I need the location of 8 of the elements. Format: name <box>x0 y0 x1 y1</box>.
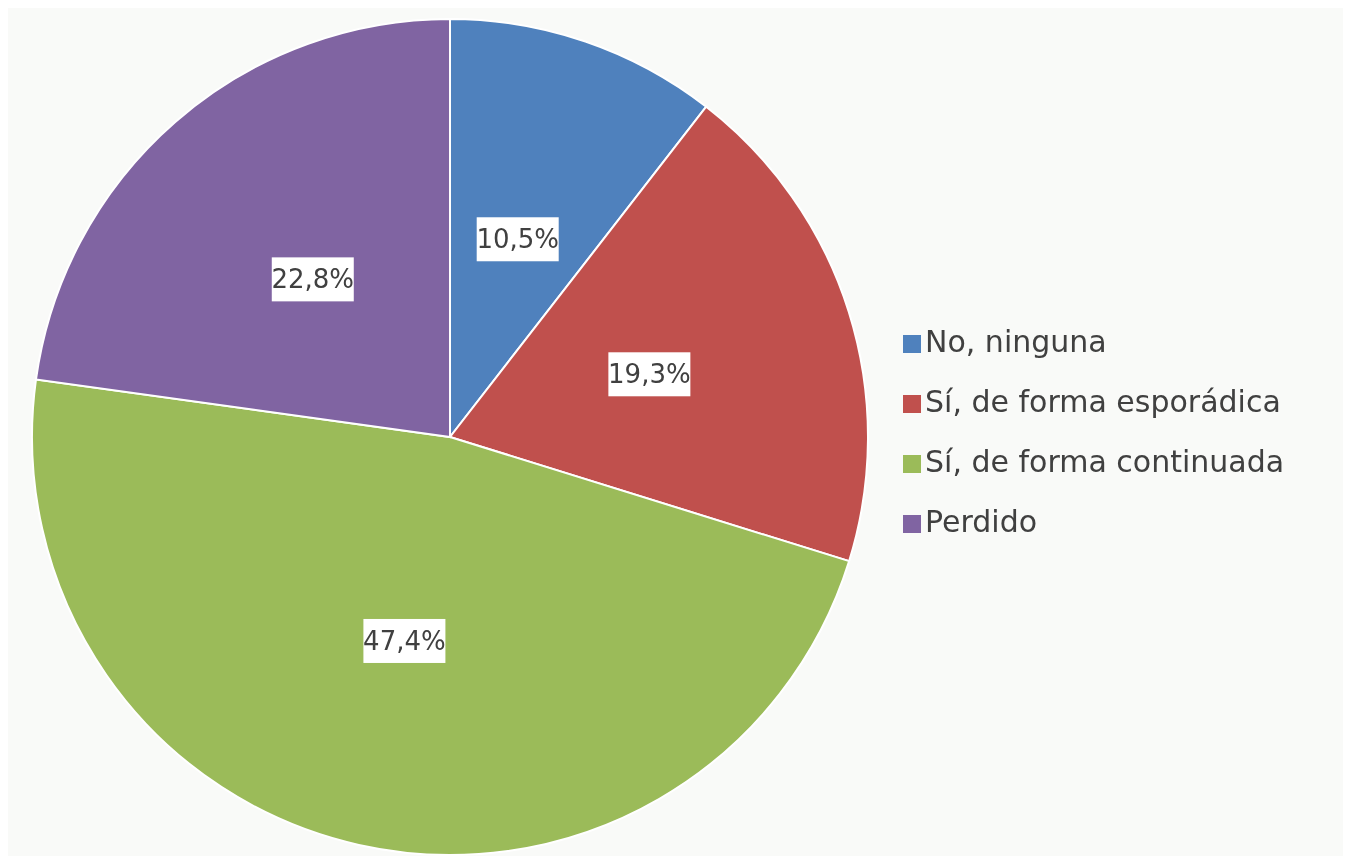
legend-label: Sí, de forma esporádica <box>925 384 1281 419</box>
data-label: 10,5% <box>476 224 559 255</box>
data-label: 47,4% <box>363 625 446 656</box>
data-label: 22,8% <box>271 264 355 295</box>
legend-label: Perdido <box>925 504 1038 539</box>
legend-label: No, ninguna <box>925 324 1107 359</box>
legend-label: Sí, de forma continuada <box>925 444 1285 479</box>
data-label: 19,3% <box>608 359 691 390</box>
